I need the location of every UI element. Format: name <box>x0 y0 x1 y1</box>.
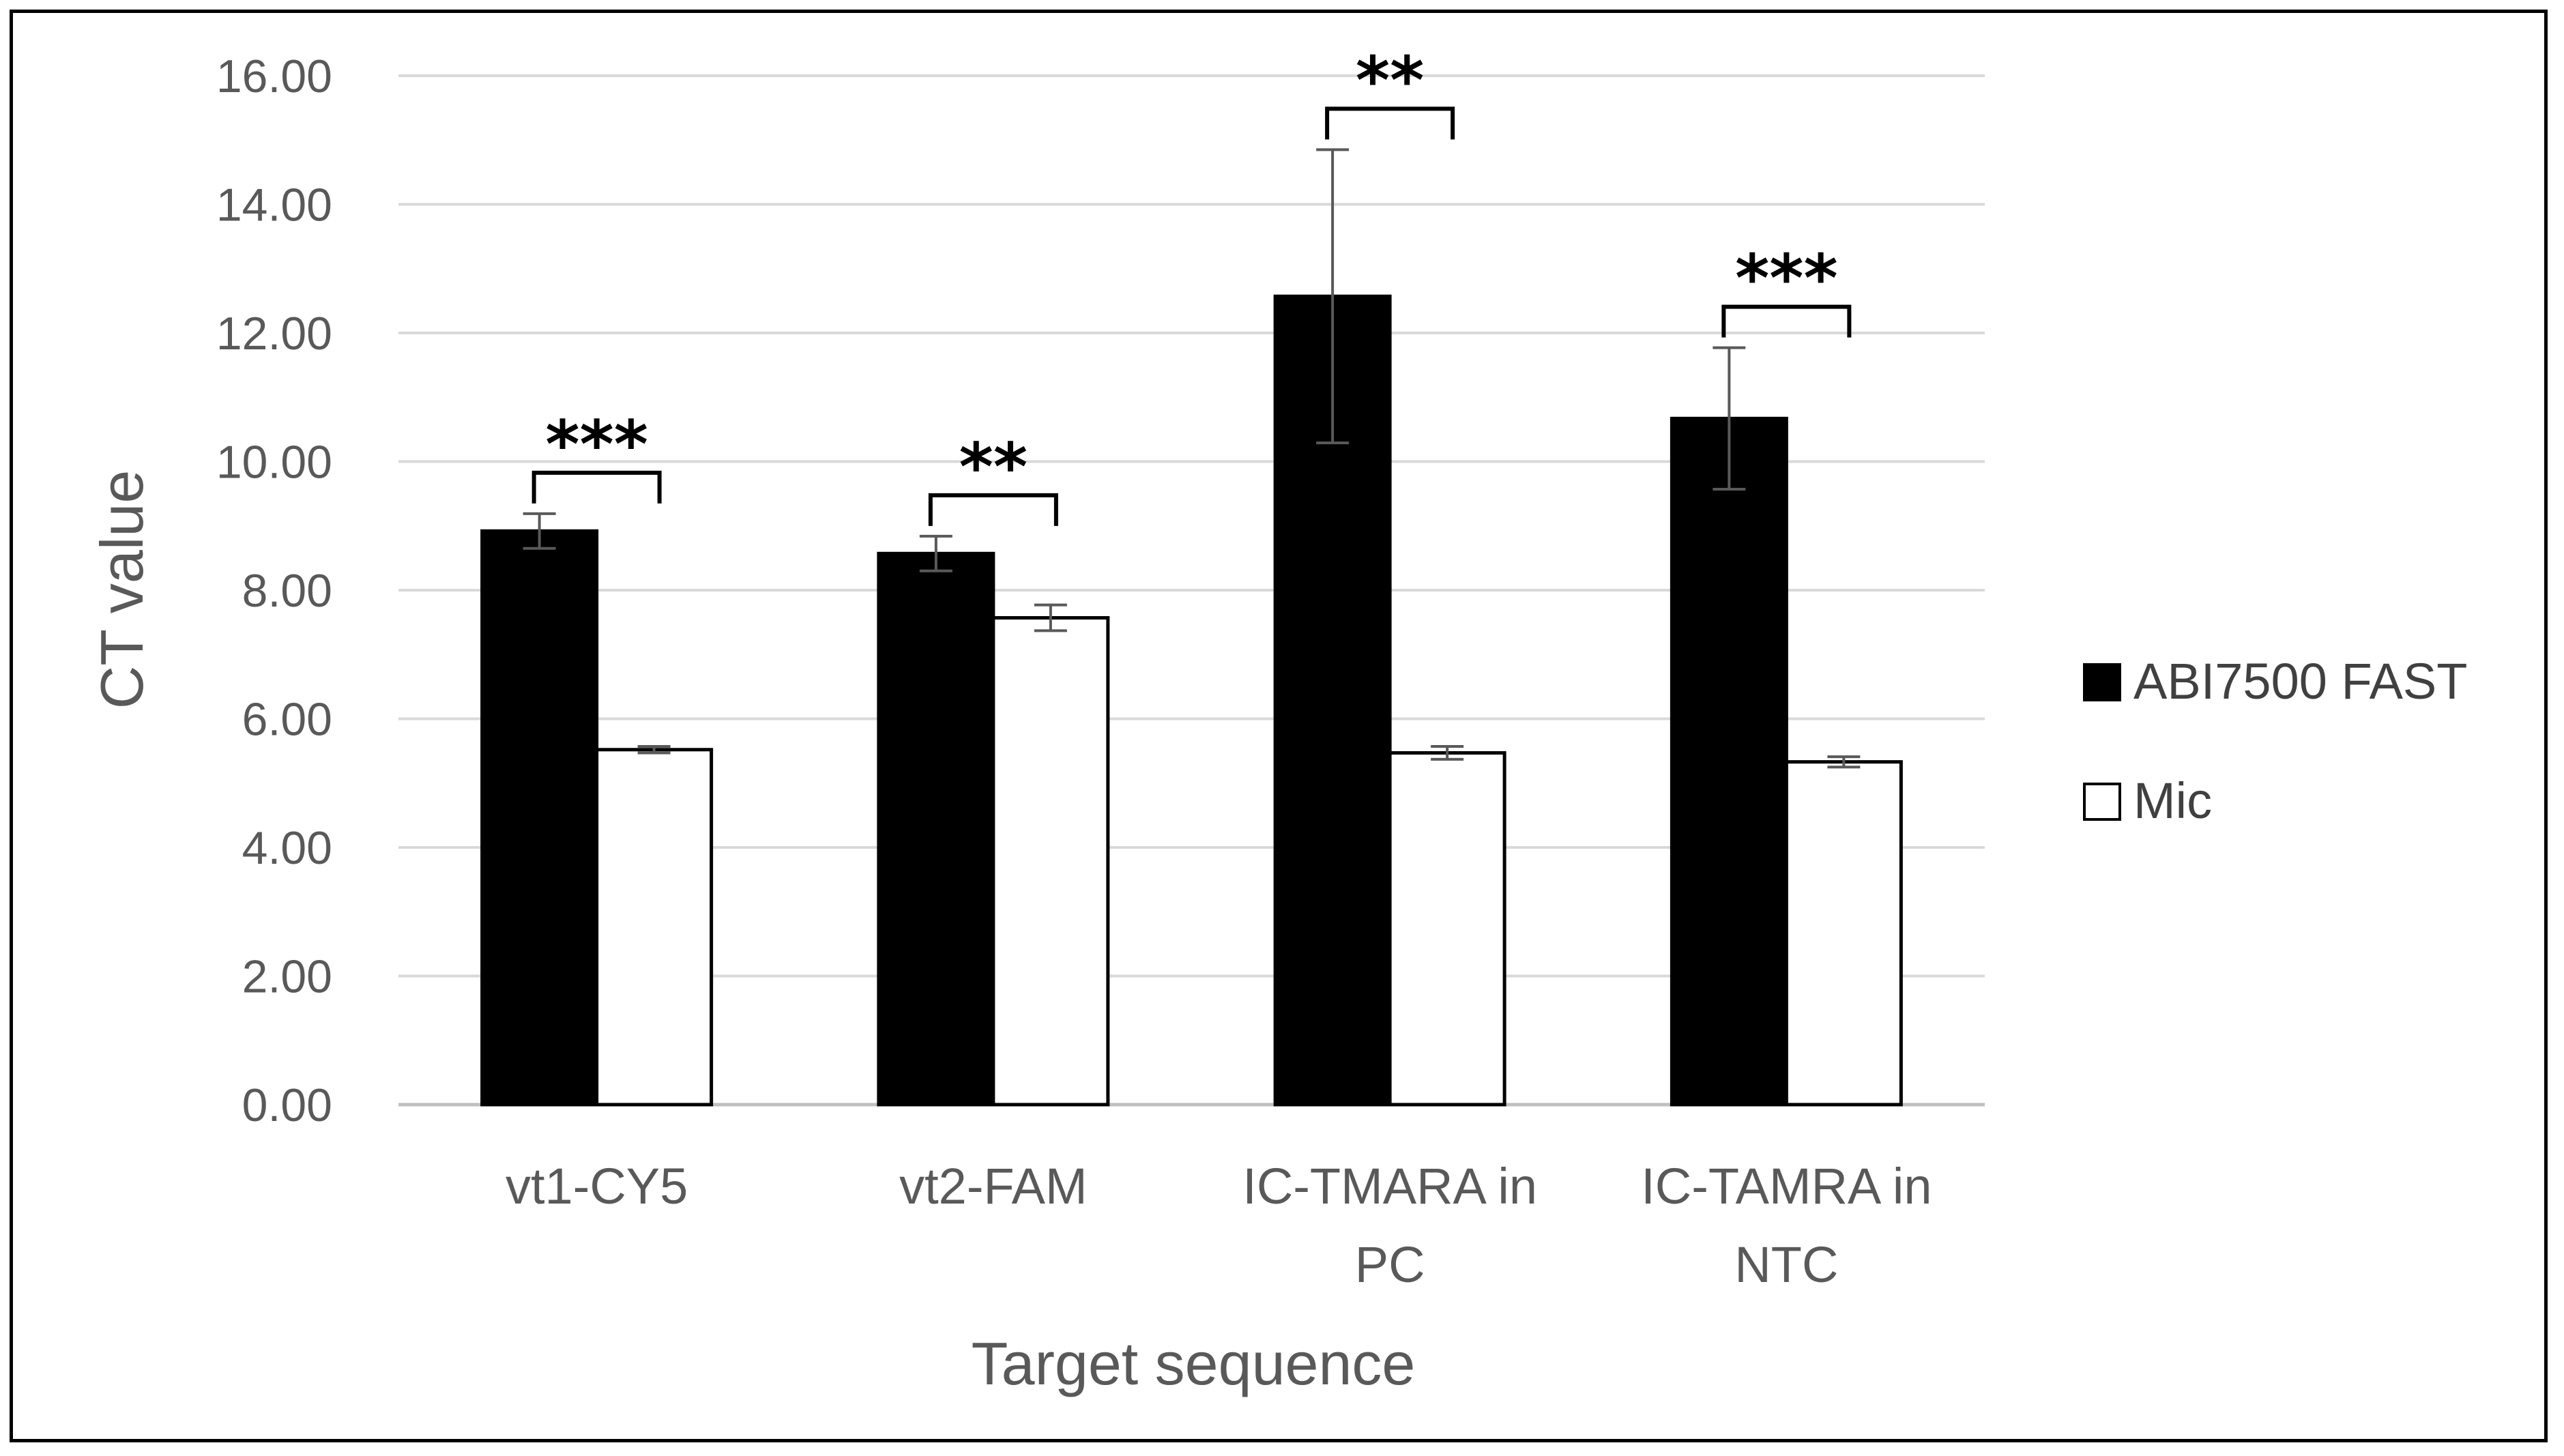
legend-swatch-mic <box>2083 783 2121 821</box>
x-category-label: IC-TAMRA in <box>1641 1158 1932 1214</box>
bar-mic-3 <box>1784 760 1903 1107</box>
y-tick-label: 8.00 <box>242 565 332 617</box>
bar-abi7500-3 <box>1670 416 1788 1107</box>
x-category-label: PC <box>1355 1236 1425 1293</box>
bar-mic-2 <box>1388 751 1506 1107</box>
y-tick-label: 4.00 <box>242 822 332 874</box>
y-tick-label: 2.00 <box>242 951 332 1003</box>
y-tick-label: 14.00 <box>216 179 332 231</box>
bar-mic-1 <box>991 616 1110 1107</box>
y-tick-label: 10.00 <box>216 437 332 489</box>
bar-mic-0 <box>595 748 714 1107</box>
significance-label: ** <box>959 429 1028 506</box>
significance-label: *** <box>545 407 648 483</box>
legend-label-abi7500: ABI7500 FAST <box>2133 653 2468 710</box>
legend-label-mic: Mic <box>2133 772 2212 829</box>
x-axis-title: Target sequence <box>972 1330 1416 1397</box>
legend: ABI7500 FAST Mic <box>2083 653 2468 829</box>
x-axis-categories: vt1-CY5 vt2-FAM IC-TMARA in PC IC-TAMRA in NT… <box>506 1158 1932 1293</box>
bar-abi7500-0 <box>480 529 599 1107</box>
bar-chart: 0.00 2.00 4.00 6.00 8.00 10.00 12.00 14.00 16.00… <box>88 42 2468 1397</box>
y-tick-label: 12.00 <box>216 308 332 360</box>
significance-markers: *** ******* <box>531 42 1852 526</box>
significance-label: ** <box>1356 42 1424 119</box>
y-tick-label: 16.00 <box>216 50 332 102</box>
x-category-label: vt1-CY5 <box>506 1158 688 1214</box>
bars <box>480 294 1903 1107</box>
y-axis-ticks: 0.00 2.00 4.00 6.00 8.00 10.00 12.00 14.00 16.00 <box>216 50 332 1131</box>
significance-bracket <box>1721 304 1852 338</box>
significance-bracket <box>531 470 662 504</box>
bar-abi7500-1 <box>877 551 995 1107</box>
x-category-label: vt2-FAM <box>899 1158 1087 1214</box>
error-bars <box>523 148 1861 769</box>
significance-bracket <box>928 493 1058 526</box>
significance-label: *** <box>1735 241 1838 317</box>
x-category-label: NTC <box>1734 1236 1838 1293</box>
y-axis-title: CT value <box>88 470 156 710</box>
legend-swatch-abi7500 <box>2083 663 2121 701</box>
x-category-label: IC-TMARA in <box>1242 1158 1537 1214</box>
y-tick-label: 0.00 <box>242 1079 332 1131</box>
y-tick-label: 6.00 <box>242 694 332 746</box>
significance-bracket <box>1325 106 1455 140</box>
chart-frame: 0.00 2.00 4.00 6.00 8.00 10.00 12.00 14.00 16.00… <box>10 10 2548 1442</box>
